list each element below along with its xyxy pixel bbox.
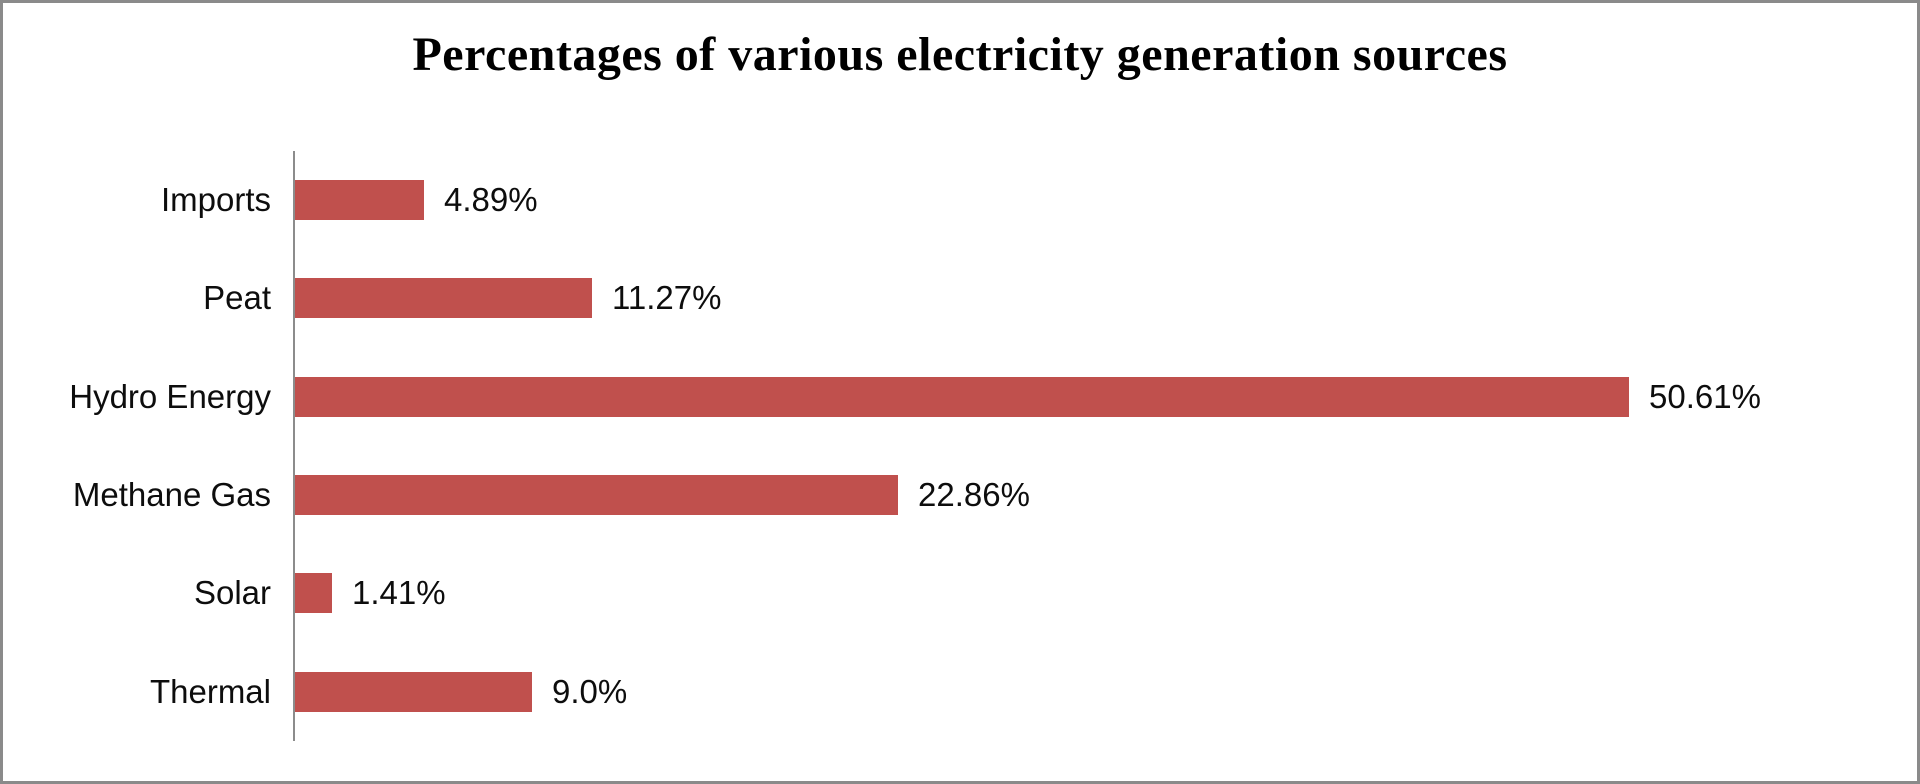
bar-row: Hydro Energy 50.61% — [69, 348, 1855, 446]
bar-row: Peat 11.27% — [203, 249, 1855, 347]
y-axis-line — [293, 151, 295, 741]
value-label: 11.27% — [612, 279, 722, 317]
bar-peat — [295, 278, 592, 319]
category-label: Peat — [203, 279, 271, 317]
bar-hydro-energy — [295, 376, 1629, 417]
value-label: 4.89% — [444, 181, 538, 219]
bar-thermal — [295, 671, 532, 712]
category-label: Imports — [160, 181, 271, 219]
category-label: Methane Gas — [72, 476, 271, 514]
bar-row: Imports 4.89% — [161, 151, 1855, 249]
value-label: 50.61% — [1649, 377, 1761, 415]
bar-imports — [295, 180, 424, 221]
category-label: Solar — [193, 574, 271, 612]
category-label: Thermal — [149, 672, 271, 710]
plot-area: Imports 4.89% Peat 11.27% Hydro Energy 50.61%… — [69, 151, 1855, 741]
bar-row: Solar 1.41% — [194, 544, 1855, 642]
value-label: 22.86% — [918, 476, 1030, 514]
bar-row: Thermal 9.0% — [150, 643, 1855, 741]
bar-solar — [295, 573, 332, 614]
value-label: 9.0% — [552, 672, 628, 710]
bar-row: Methane Gas 22.86% — [73, 446, 1855, 544]
chart-title: Percentages of various electricity gener… — [412, 28, 1508, 81]
category-label: Hydro Energy — [69, 377, 271, 415]
bar-methane-gas — [295, 475, 898, 516]
value-label: 1.41% — [352, 574, 446, 612]
